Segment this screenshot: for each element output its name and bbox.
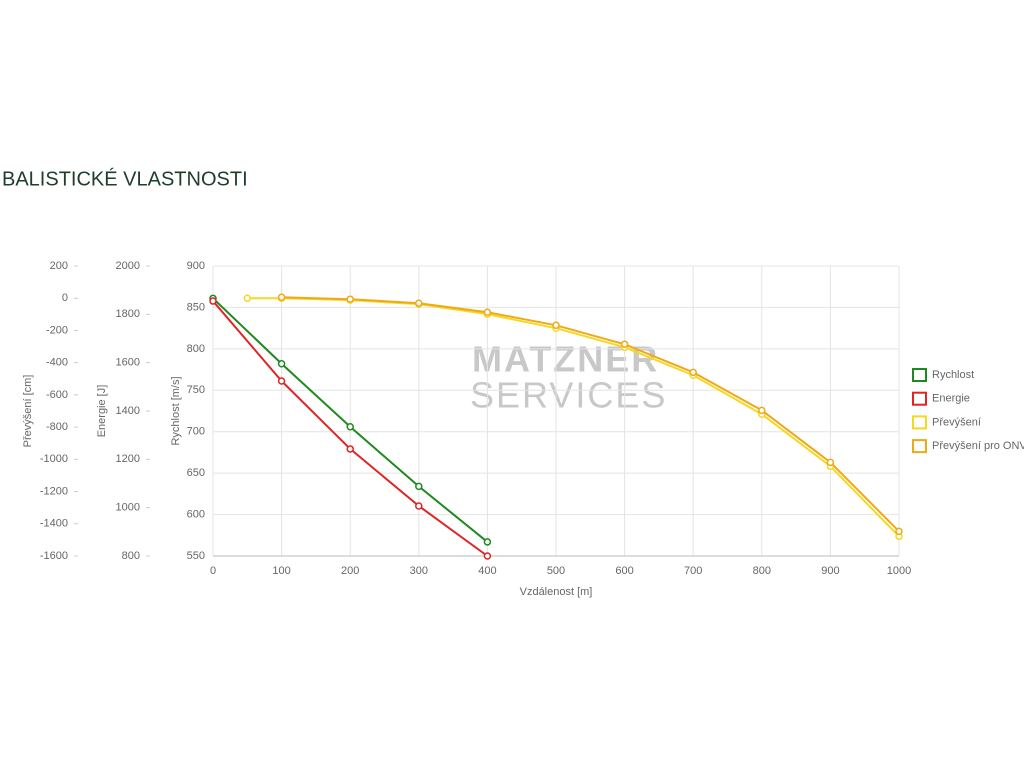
y3-tick-label: 0	[62, 292, 68, 304]
y-tick-label: 600	[187, 508, 205, 520]
y2-tick-label: 1800	[116, 308, 140, 320]
legend-label: Rychlost	[932, 369, 974, 381]
watermark: SERVICES	[470, 375, 667, 416]
chart-title: BALISTICKÉ VLASTNOSTI	[2, 167, 248, 190]
point	[209, 297, 217, 305]
x-tick-label: 500	[547, 565, 565, 577]
y-tick-label: 650	[187, 467, 205, 479]
y-tick-label: 550	[187, 550, 205, 562]
legend-swatch	[912, 415, 927, 430]
point	[483, 308, 492, 316]
point	[826, 458, 835, 467]
y-tick-label: 750	[187, 384, 205, 396]
x-tick-label: 800	[753, 565, 771, 577]
x-tick-label: 600	[615, 565, 633, 577]
x-tick-label: 1000	[887, 565, 911, 577]
legend-label: Energie	[932, 393, 970, 405]
point	[346, 445, 354, 453]
y2-tick-label: 1000	[116, 502, 140, 514]
y2-tick-label: 1200	[116, 453, 140, 465]
y2-axis-title: Energie [J]	[96, 385, 108, 438]
y-tick-label: 850	[187, 301, 205, 313]
point	[895, 527, 903, 536]
y-axis-title: Rychlost [m/s]	[170, 376, 182, 445]
x-tick-label: 900	[821, 565, 839, 577]
y-tick-label: 900	[187, 260, 205, 272]
y-tick-label: 800	[187, 343, 205, 355]
x-tick-label: 400	[478, 565, 496, 577]
point	[620, 340, 629, 349]
point	[552, 321, 560, 330]
point	[277, 377, 286, 385]
point	[277, 360, 286, 368]
x-tick-label: 300	[410, 565, 428, 577]
legend-swatch	[912, 391, 927, 406]
x-tick-label: 200	[341, 565, 359, 577]
y3-tick-label: 200	[50, 260, 68, 272]
x-tick-label: 100	[272, 565, 290, 577]
y2-tick-label: 800	[122, 550, 140, 562]
y-tick-label: 700	[187, 426, 205, 438]
legend-swatch	[912, 368, 927, 382]
point	[689, 368, 697, 377]
legend-swatch	[912, 439, 927, 454]
point	[243, 294, 252, 302]
y3-tick-label: -1400	[40, 518, 68, 530]
series-line	[247, 297, 900, 538]
y3-tick-label: -600	[46, 389, 68, 401]
point	[415, 299, 423, 307]
y3-tick-label: -200	[46, 324, 68, 336]
y3-tick-label: -1000	[40, 453, 68, 465]
legend-label: Převýšení pro ONV	[932, 440, 1024, 452]
point	[277, 293, 286, 302]
y3-axis-title: Převýšení [cm]	[22, 375, 34, 448]
point	[415, 502, 423, 510]
y2-tick-label: 1400	[116, 405, 140, 417]
series-line	[281, 296, 900, 533]
legend-label: Převýšení	[932, 416, 981, 428]
y3-tick-label: -1200	[40, 485, 68, 497]
x-tick-label: 0	[210, 565, 216, 577]
point	[483, 538, 492, 546]
point	[758, 406, 766, 415]
y3-tick-label: -800	[46, 421, 68, 433]
y2-tick-label: 2000	[116, 260, 140, 272]
y3-tick-label: -1600	[40, 550, 68, 562]
point	[346, 295, 354, 303]
point	[483, 552, 492, 560]
point	[346, 422, 354, 431]
watermark: MATZNER	[472, 339, 659, 380]
x-axis-title: Vzdálenost [m]	[520, 586, 593, 598]
y2-tick-label: 1600	[116, 357, 140, 369]
x-tick-label: 700	[684, 565, 702, 577]
y3-tick-label: -400	[46, 357, 68, 369]
point	[415, 482, 423, 491]
